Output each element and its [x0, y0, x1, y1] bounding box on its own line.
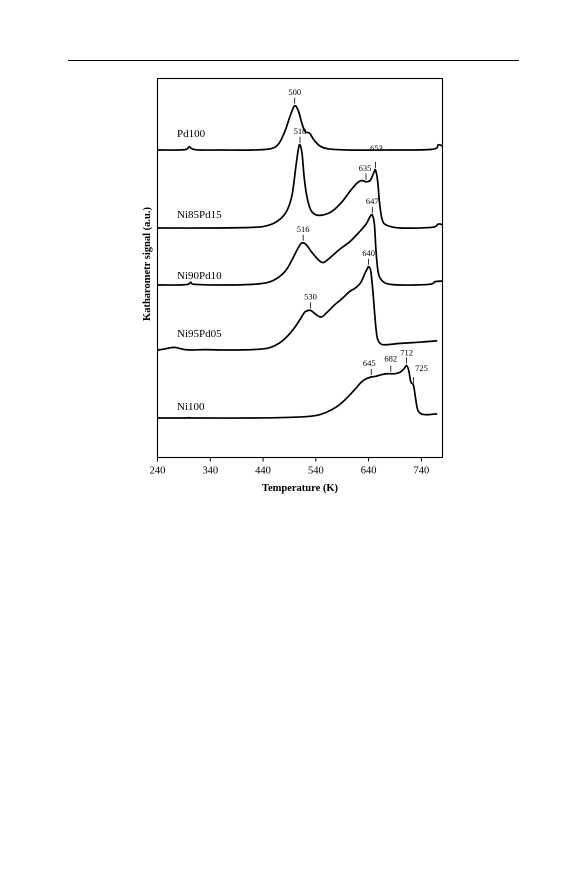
x-tick-label: 340 [202, 466, 218, 477]
curves-group [157, 104, 443, 419]
series-line-ni95pd05 [157, 265, 438, 351]
series-label-ni90pd10: Ni90Pd10 [177, 270, 222, 282]
series-line-ni100 [157, 364, 438, 419]
peak-label: 645 [363, 358, 376, 368]
peak-label: 635 [359, 163, 372, 173]
page-top-rule [68, 60, 519, 61]
peak-label: 516 [297, 224, 310, 234]
x-tick-label: 440 [255, 466, 271, 477]
x-tick-label: 640 [361, 466, 377, 477]
peak-label: 510 [294, 126, 307, 136]
series-label-ni100: Ni100 [177, 401, 205, 413]
series-label-pd100: Pd100 [177, 128, 206, 140]
series-label-ni95pd05: Ni95Pd05 [177, 328, 222, 340]
x-tick-label: 740 [414, 466, 430, 477]
x-tick-label: 240 [150, 466, 166, 477]
y-axis-title: Katharometr signal (a.u.) [142, 207, 153, 321]
peak-label: 647 [366, 196, 379, 206]
series-line-ni90pd10 [157, 213, 443, 286]
x-axis-title: Temperature (K) [262, 483, 339, 494]
series-label-ni85pd15: Ni85Pd15 [177, 209, 222, 221]
peak-label: 712 [400, 348, 413, 358]
plot-frame [156, 77, 444, 459]
peak-label: 725 [415, 363, 428, 373]
x-tick-label: 540 [308, 466, 324, 477]
peak-label: 500 [288, 87, 301, 97]
series-line-pd100 [157, 104, 443, 151]
peak-label: 653 [370, 143, 383, 153]
peak-label: 640 [362, 248, 375, 258]
peak-label: 530 [304, 291, 317, 301]
x-axis-ticks: 240 340 440 540 640 740 [150, 457, 430, 477]
peak-label: 682 [384, 354, 397, 364]
annotations-group: Pd100 500 Ni85Pd15 510 635 653 Ni90Pd10 516 647 N… [177, 87, 428, 413]
series-line-ni85pd15 [157, 143, 443, 229]
